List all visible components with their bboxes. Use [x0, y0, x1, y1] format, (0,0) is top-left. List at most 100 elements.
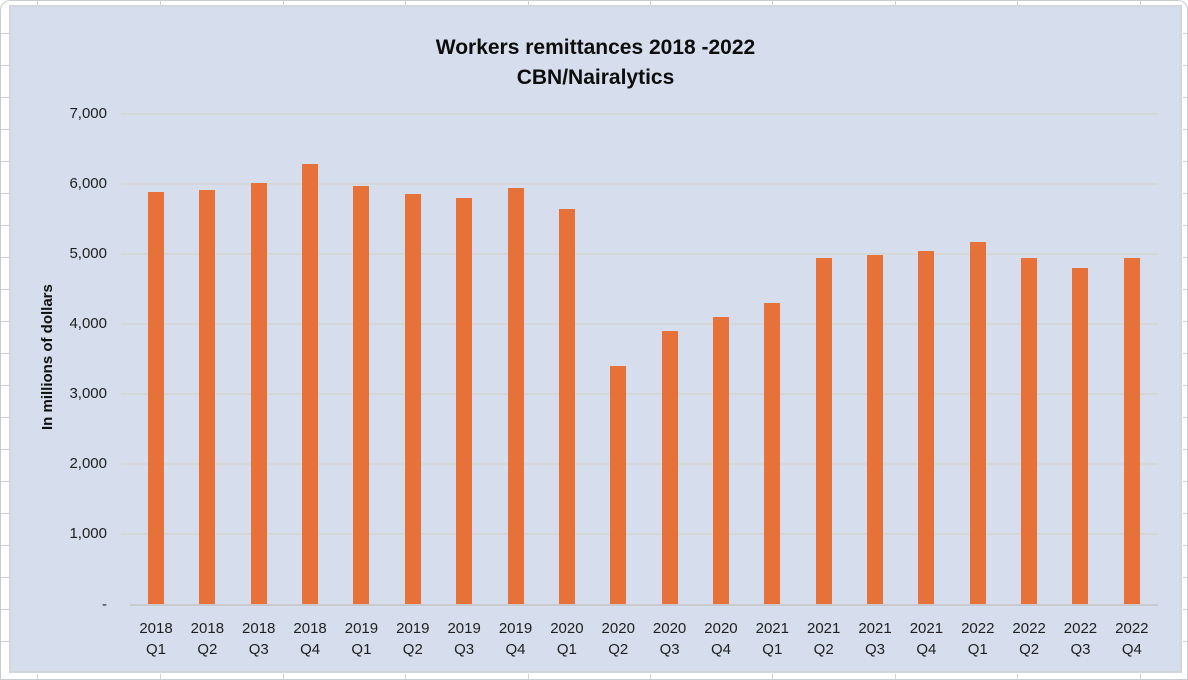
chart-object[interactable]: Workers remittances 2018 -2022 CBN/Naira… — [9, 5, 1182, 673]
bar-2020-Q1 — [558, 209, 575, 605]
x-tick-label: 2021 Q3 — [849, 618, 901, 660]
cell-gridline-stub — [1, 65, 9, 66]
x-tick-label: 2020 Q3 — [644, 618, 696, 660]
cell-gridline-stub — [1183, 385, 1187, 386]
x-tick-quarter: Q1 — [351, 641, 372, 658]
chart-title: Workers remittances 2018 -2022 CBN/Naira… — [11, 33, 1180, 93]
cell-gridline-stub — [1183, 129, 1187, 130]
x-tick-year: 2018 — [242, 620, 276, 637]
bar-2022-Q4 — [1123, 257, 1140, 605]
x-tick-quarter: Q3 — [1070, 641, 1091, 658]
y-tick-label: 2,000 — [69, 455, 107, 473]
x-tick-year: 2020 — [704, 620, 738, 637]
chart-title-line1: Workers remittances 2018 -2022 — [435, 36, 756, 59]
cell-gridline-stub — [528, 0, 529, 5]
cell-gridline-stub — [1183, 33, 1187, 34]
bar-2021-Q2 — [815, 257, 832, 605]
bar-2019-Q4 — [507, 188, 524, 605]
x-tick-year: 2018 — [293, 620, 327, 637]
cell-gridline-stub — [37, 0, 38, 5]
cell-gridline-stub — [772, 674, 773, 680]
bar-2018-Q3 — [250, 183, 267, 605]
plot-area: - 1,000 2,000 3,000 4,000 5,000 6,000 7,000 2018… — [11, 7, 1180, 671]
x-tick-year: 2021 — [909, 620, 944, 637]
cell-gridline-stub — [1, 161, 9, 162]
cell-gridline-stub — [1, 193, 9, 194]
x-tick-year: 2022 — [961, 620, 995, 637]
chart-title-line2: CBN/Nairalytics — [516, 66, 675, 89]
x-tick-quarter: Q3 — [865, 641, 886, 658]
x-tick-label: 2019 Q4 — [490, 618, 542, 660]
y-tick-label: 4,000 — [69, 314, 107, 332]
x-tick-label: 2021 Q1 — [746, 618, 798, 660]
x-tick-label: 2018 Q2 — [181, 618, 233, 660]
cell-gridline-stub — [37, 674, 38, 680]
x-tick-year: 2018 — [190, 620, 225, 637]
cell-gridline-stub — [1, 385, 9, 386]
cell-gridline-stub — [1183, 417, 1187, 418]
x-tick-quarter: Q1 — [556, 641, 577, 658]
cell-gridline-stub — [895, 0, 896, 5]
x-tick-label: 2022 Q3 — [1054, 618, 1106, 660]
cell-gridline-stub — [650, 674, 651, 680]
x-tick-label: 2021 Q4 — [900, 618, 952, 660]
x-tick-year: 2018 — [139, 620, 173, 637]
x-tick-year: 2019 — [396, 620, 430, 637]
bar-2020-Q3 — [661, 330, 678, 605]
x-tick-year: 2021 — [858, 620, 892, 637]
cell-gridline-stub — [1, 609, 9, 610]
cell-gridline-stub — [160, 0, 161, 5]
cell-gridline-stub — [1017, 674, 1018, 680]
cell-gridline-stub — [1, 641, 9, 642]
x-tick-quarter: Q2 — [402, 641, 423, 658]
gridline — [121, 182, 1158, 185]
cell-gridline-stub — [1, 545, 9, 546]
bar-2022-Q2 — [1021, 257, 1038, 605]
cell-gridline-stub — [1183, 193, 1187, 194]
cell-gridline-stub — [1183, 161, 1187, 162]
x-tick-year: 2020 — [652, 620, 687, 637]
gridline — [121, 112, 1158, 115]
bar-2021-Q1 — [764, 303, 781, 605]
x-tick-label: 2020 Q1 — [541, 618, 593, 660]
cell-gridline-stub — [650, 0, 651, 5]
x-tick-quarter: Q1 — [967, 641, 988, 658]
x-tick-label: 2018 Q1 — [130, 618, 182, 660]
bar-2018-Q1 — [148, 192, 164, 605]
cell-gridline-stub — [1183, 289, 1187, 290]
cell-gridline-stub — [1183, 577, 1187, 578]
cell-gridline-stub — [1183, 257, 1187, 258]
x-tick-label: 2019 Q2 — [387, 618, 439, 660]
cell-gridline-stub — [1183, 641, 1187, 642]
x-axis-line — [130, 603, 1158, 606]
x-tick-quarter: Q1 — [762, 641, 783, 658]
x-tick-label: 2022 Q2 — [1003, 618, 1055, 660]
bar-2021-Q3 — [867, 254, 884, 605]
x-tick-label: 2019 Q3 — [438, 618, 490, 660]
cell-gridline-stub — [1183, 513, 1187, 514]
y-tick-label: 7,000 — [69, 104, 107, 122]
x-tick-label: 2019 Q1 — [335, 618, 387, 660]
cell-gridline-stub — [1, 481, 9, 482]
x-tick-year: 2019 — [447, 620, 481, 637]
cell-gridline-stub — [1, 513, 9, 514]
cell-gridline-stub — [160, 674, 161, 680]
x-tick-label: 2018 Q4 — [284, 618, 336, 660]
cell-gridline-stub — [1183, 97, 1187, 98]
x-tick-quarter: Q1 — [145, 641, 166, 658]
y-tick-label: 3,000 — [69, 385, 107, 403]
gridline — [121, 252, 1158, 255]
cell-gridline-stub — [1, 289, 9, 290]
x-tick-quarter: Q3 — [659, 641, 680, 658]
y-tick-label: 1,000 — [69, 525, 107, 543]
cell-gridline-stub — [895, 674, 896, 680]
cell-gridline-stub — [1, 321, 9, 322]
bar-2018-Q2 — [199, 189, 216, 605]
x-tick-quarter: Q4 — [710, 641, 731, 658]
x-tick-year: 2020 — [601, 620, 635, 637]
x-tick-quarter: Q2 — [197, 641, 218, 658]
cell-gridline-stub — [1, 225, 9, 226]
cell-gridline-stub — [405, 0, 406, 5]
bar-2019-Q3 — [456, 198, 473, 605]
